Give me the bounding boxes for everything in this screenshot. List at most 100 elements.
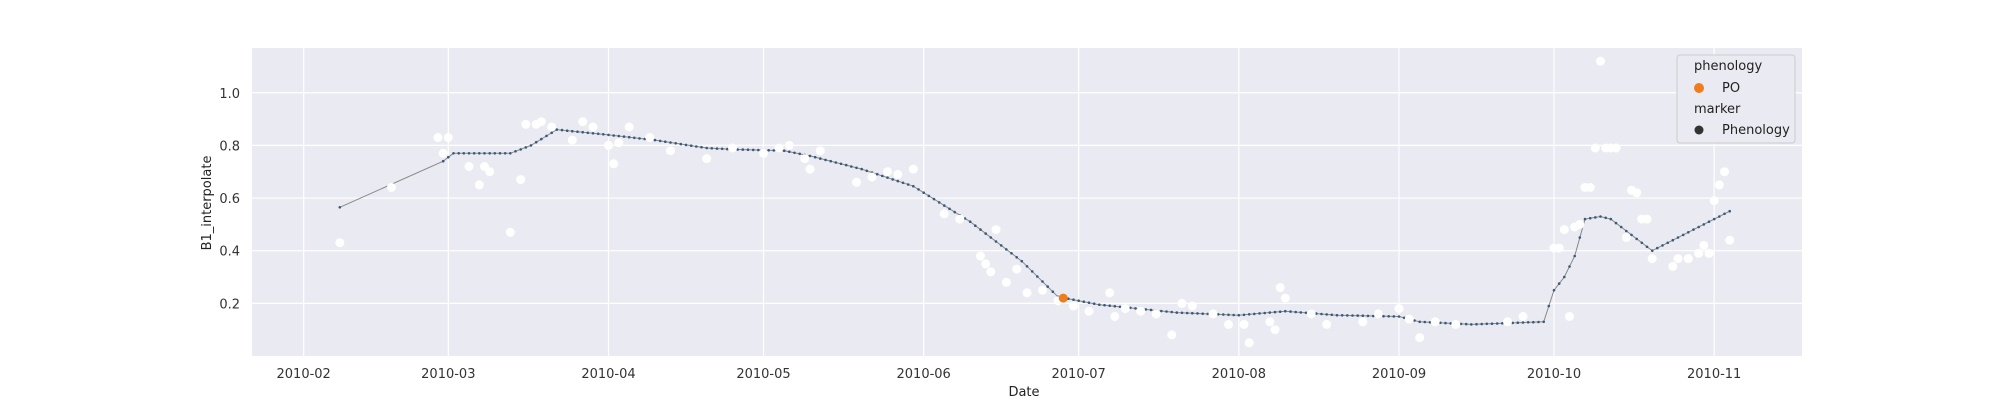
interpolated-marker — [1522, 321, 1525, 324]
raw-point — [1591, 144, 1600, 153]
interpolated-marker — [1635, 238, 1638, 241]
interpolated-marker — [953, 211, 956, 214]
interpolated-marker — [1238, 314, 1241, 317]
interpolated-marker — [1243, 314, 1246, 317]
legend-label-phenology: Phenology — [1722, 123, 1790, 138]
interpolated-marker — [943, 204, 946, 207]
interpolated-marker — [1418, 321, 1421, 324]
raw-point — [1121, 304, 1130, 313]
interpolated-marker — [550, 132, 553, 135]
interpolated-marker — [902, 182, 905, 185]
raw-point — [992, 225, 1001, 234]
raw-point — [806, 165, 815, 174]
interpolated-marker — [690, 144, 693, 147]
raw-point — [1240, 320, 1249, 329]
interpolated-marker — [1263, 312, 1266, 315]
interpolated-marker — [452, 152, 455, 155]
raw-point — [537, 117, 546, 126]
raw-point — [775, 144, 784, 153]
raw-point — [1188, 302, 1197, 311]
y-axis-title: B1_interpolate — [200, 156, 215, 251]
raw-point — [1643, 215, 1652, 224]
interpolated-marker — [928, 195, 931, 198]
interpolated-marker — [1604, 217, 1607, 220]
interpolated-marker — [1222, 313, 1225, 316]
interpolated-marker — [1103, 304, 1106, 307]
raw-point — [666, 146, 675, 155]
interpolated-marker — [680, 143, 683, 146]
interpolated-marker — [1666, 242, 1669, 245]
interpolated-marker — [638, 137, 641, 140]
raw-point — [604, 141, 613, 150]
raw-point — [1586, 183, 1595, 192]
interpolated-marker — [1083, 300, 1086, 303]
interpolated-marker — [1723, 213, 1726, 216]
interpolated-marker — [1114, 305, 1117, 308]
raw-point — [785, 141, 794, 150]
legend-marker-phenology — [1695, 126, 1704, 135]
raw-point — [1110, 312, 1119, 321]
interpolated-marker — [716, 147, 719, 150]
interpolated-marker — [1537, 321, 1540, 324]
interpolated-marker — [566, 129, 569, 132]
interpolated-marker — [607, 134, 610, 137]
raw-point — [759, 149, 768, 158]
x-tick-label: 2010-11 — [1687, 367, 1741, 382]
interpolated-marker — [897, 180, 900, 183]
interpolated-marker — [1532, 321, 1535, 324]
raw-point — [1374, 309, 1383, 318]
legend-label-po: PO — [1722, 81, 1740, 96]
interpolated-marker — [1625, 230, 1628, 233]
interpolated-marker — [835, 161, 838, 164]
phenology-point — [1059, 294, 1068, 303]
interpolated-marker — [1641, 242, 1644, 245]
interpolated-marker — [1098, 303, 1101, 306]
interpolated-marker — [1424, 321, 1427, 324]
interpolated-marker — [623, 135, 626, 138]
interpolated-marker — [850, 165, 853, 168]
interpolated-marker — [974, 224, 977, 227]
interpolated-marker — [1196, 312, 1199, 315]
raw-point — [1276, 283, 1285, 292]
interpolated-marker — [1563, 276, 1566, 279]
interpolated-marker — [664, 140, 667, 143]
interpolated-marker — [1294, 311, 1297, 314]
interpolated-marker — [1444, 322, 1447, 325]
raw-point — [465, 162, 474, 171]
legend-marker-po — [1694, 83, 1704, 93]
interpolated-marker — [339, 206, 342, 209]
interpolated-marker — [845, 164, 848, 167]
raw-point — [1431, 317, 1440, 326]
interpolated-marker — [1708, 220, 1711, 223]
interpolated-marker — [535, 141, 538, 144]
legend: phenology PO marker Phenology — [1677, 55, 1795, 143]
interpolated-marker — [922, 191, 925, 194]
interpolated-marker — [618, 135, 621, 138]
interpolated-marker — [1160, 310, 1163, 313]
interpolated-marker — [814, 156, 817, 159]
interpolated-marker — [1661, 244, 1664, 247]
interpolated-marker — [747, 148, 750, 151]
interpolated-marker — [886, 176, 889, 179]
raw-point — [1699, 241, 1708, 250]
interpolated-marker — [767, 149, 770, 152]
raw-point — [1358, 317, 1367, 326]
raw-point — [1395, 304, 1404, 313]
interpolated-marker — [881, 175, 884, 178]
x-tick-label: 2010-04 — [581, 367, 635, 382]
raw-point — [1555, 244, 1564, 253]
interpolated-marker — [1573, 255, 1576, 258]
interpolated-marker — [1274, 311, 1277, 314]
raw-point — [506, 228, 515, 237]
interpolated-marker — [1465, 323, 1468, 326]
raw-point — [578, 117, 587, 126]
interpolated-marker — [1480, 323, 1483, 326]
interpolated-marker — [1108, 304, 1111, 307]
interpolated-marker — [1475, 323, 1478, 326]
interpolated-marker — [1527, 321, 1530, 324]
interpolated-marker — [1170, 311, 1173, 314]
raw-point — [1451, 320, 1460, 329]
interpolated-marker — [1703, 223, 1706, 226]
interpolated-marker — [773, 149, 776, 152]
